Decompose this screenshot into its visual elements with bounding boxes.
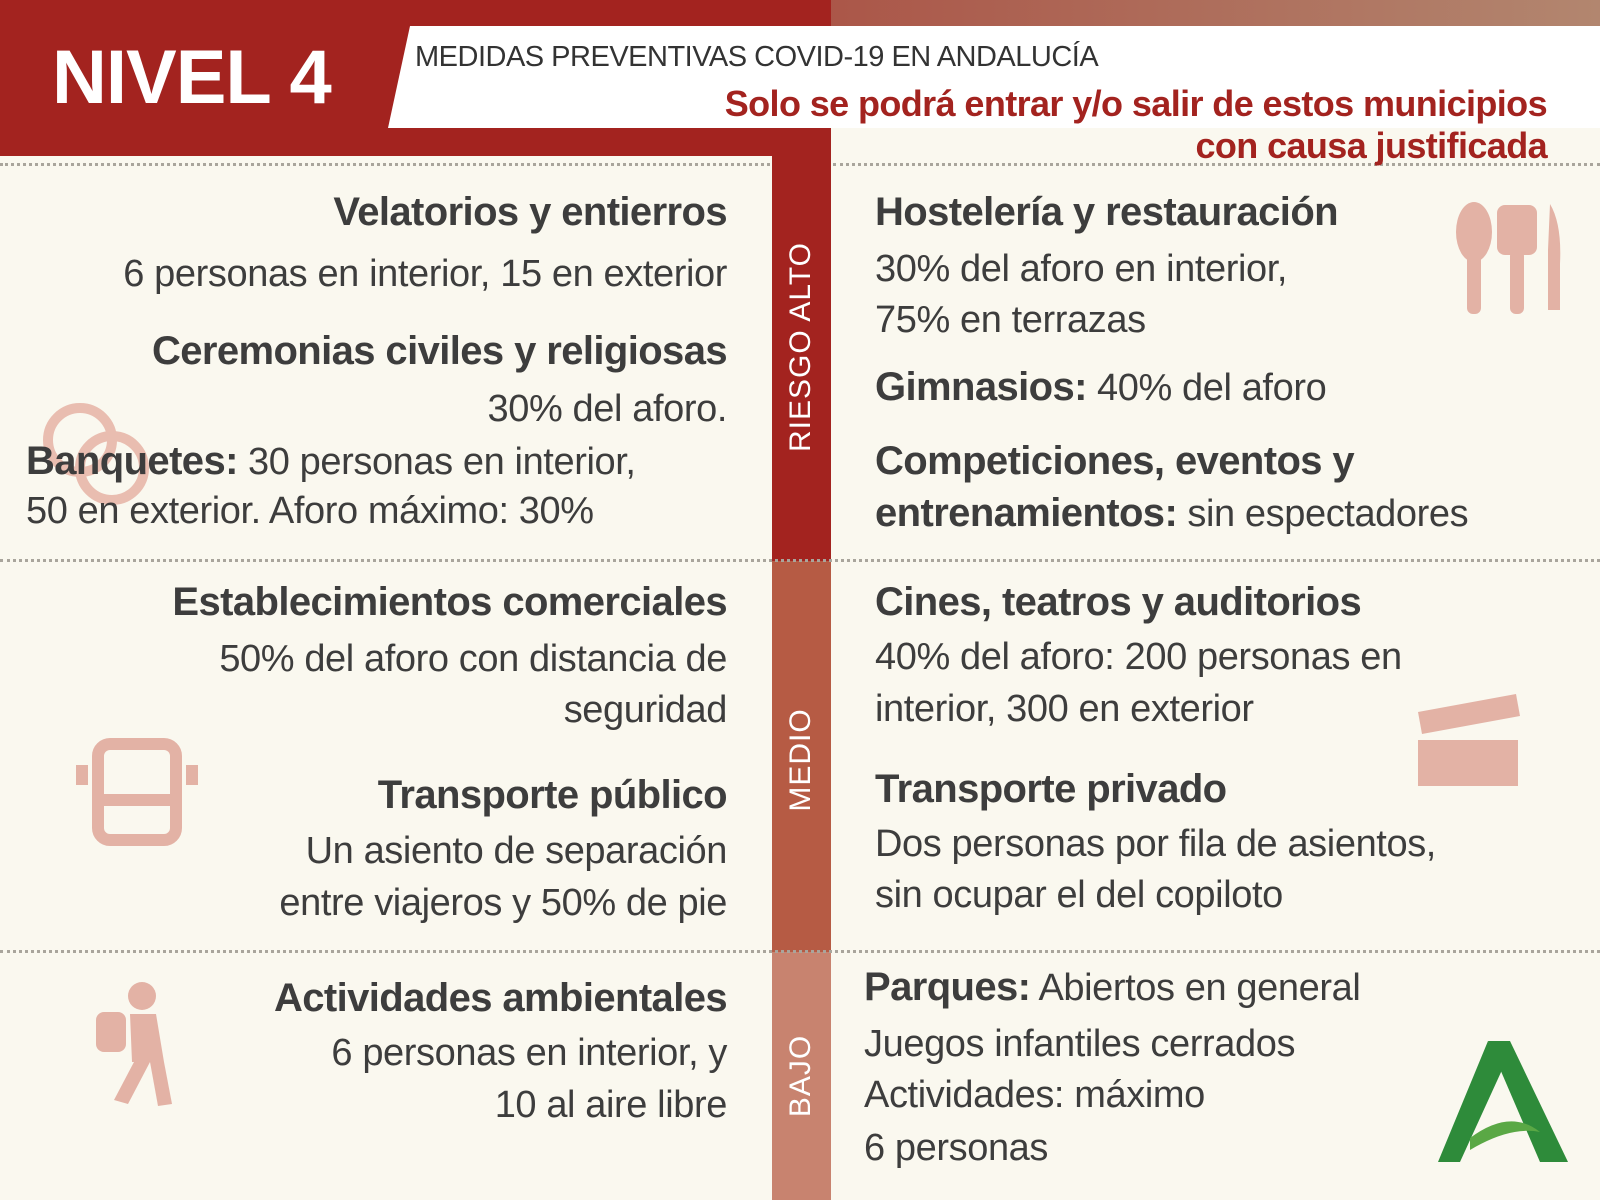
- divider: [833, 163, 1600, 166]
- item-title: Transporte público: [377, 773, 728, 817]
- divider: [0, 950, 1600, 953]
- item-text: Abiertos en general: [1038, 967, 1361, 1009]
- divider: [0, 559, 1600, 562]
- item-text: seguridad: [563, 689, 728, 731]
- item-text: 40% del aforo: 200 personas en: [875, 636, 1402, 678]
- header-banner: [388, 26, 1600, 128]
- item-text: entre viajeros y 50% de pie: [279, 882, 727, 924]
- item-text: Actividades: máximo: [864, 1074, 1205, 1116]
- rings-icon: [43, 403, 149, 505]
- item-text: 10 al aire libre: [494, 1084, 728, 1126]
- item-line: Gimnasios: 40% del aforo: [875, 365, 1327, 409]
- notice: con causa justificada: [1195, 125, 1547, 166]
- item-text: interior, 300 en exterior: [875, 688, 1254, 730]
- item-text: 6 personas en interior, y: [331, 1032, 727, 1074]
- item-title: Establecimientos comerciales: [172, 580, 727, 624]
- item-text: 75% en terrazas: [875, 299, 1146, 341]
- item-line: Banquetes: 30 personas en interior,: [26, 441, 636, 481]
- cutlery-icon: [1456, 202, 1561, 314]
- level-label: RIESGO ALTO: [784, 242, 817, 452]
- item-title: Parques:: [864, 965, 1031, 1009]
- level-bar-high: [772, 128, 831, 561]
- item-text: 30 personas en interior,: [248, 441, 636, 483]
- item-text: 30% del aforo.: [487, 388, 728, 430]
- item-text: 40% del aforo: [1097, 367, 1327, 409]
- divider: [0, 163, 770, 166]
- item-title: Competiciones, eventos y: [875, 439, 1355, 483]
- item-title: Banquetes:: [26, 439, 238, 483]
- level-label: BAJO: [784, 1034, 817, 1118]
- level-bar-medium: [772, 561, 831, 952]
- item-text: Dos personas por fila de asientos,: [875, 823, 1436, 865]
- item-title: entrenamientos:: [875, 491, 1178, 535]
- item-line: Parques: Abiertos en general: [864, 965, 1361, 1009]
- item-title: Hostelería y restauración: [875, 190, 1339, 234]
- item-text: sin ocupar el del copiloto: [875, 874, 1283, 916]
- item-title: Velatorios y entierros: [333, 190, 727, 234]
- subtitle: MEDIDAS PREVENTIVAS COVID-19 EN ANDALUCÍ…: [415, 41, 1099, 73]
- item-title: Ceremonias civiles y religiosas: [151, 329, 728, 373]
- item-title: Actividades ambientales: [273, 976, 728, 1020]
- item-text: 6 personas en interior, 15 en exterior: [123, 253, 727, 295]
- item-title: Gimnasios:: [875, 365, 1087, 409]
- level-title: NIVEL 4: [52, 35, 332, 120]
- andalucia-logo: [1438, 1041, 1568, 1162]
- level-bar-low: [772, 952, 831, 1200]
- item-text: Un asiento de separación: [305, 830, 728, 872]
- item-title: Cines, teatros y auditorios: [875, 580, 1362, 624]
- item-text: 6 personas: [864, 1127, 1049, 1169]
- item-text: 50% del aforo con distancia de: [219, 638, 727, 680]
- bus-icon: [76, 738, 198, 846]
- item-line: entrenamientos: sin espectadores: [875, 491, 1469, 535]
- level-label: MEDIO: [784, 708, 817, 812]
- item-title: Transporte privado: [875, 767, 1227, 811]
- notice: Solo se podrá entrar y/o salir de estos …: [724, 83, 1548, 124]
- item-text: 30% del aforo en interior,: [875, 248, 1288, 290]
- item-text: Juegos infantiles cerrados: [864, 1023, 1296, 1065]
- item-text: 50 en exterior. Aforo máximo: 30%: [26, 490, 594, 532]
- clapperboard-icon: [1418, 694, 1520, 786]
- hiker-icon: [96, 982, 172, 1106]
- item-text: sin espectadores: [1187, 493, 1469, 535]
